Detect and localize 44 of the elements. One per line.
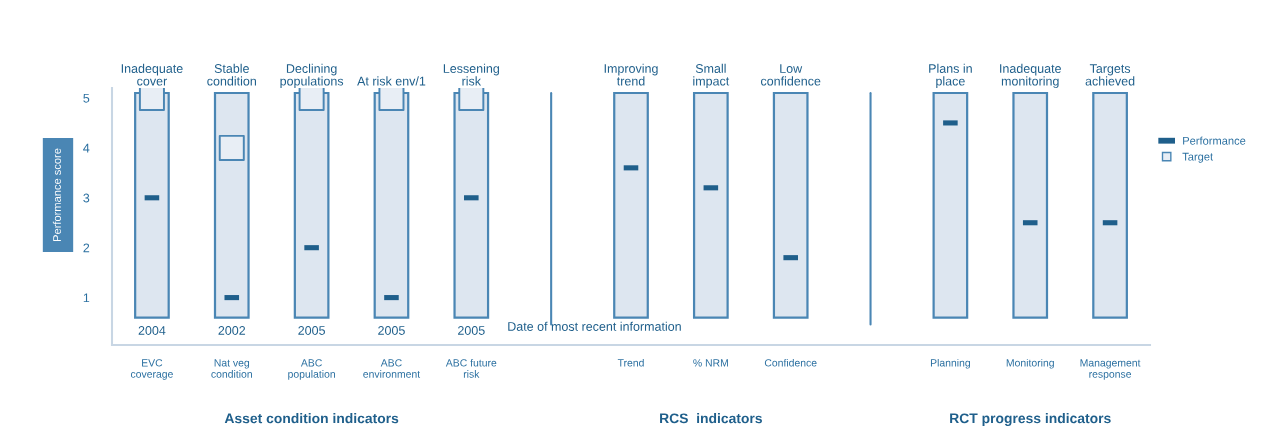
annotation: Inadequate monitoring xyxy=(1000,63,1061,88)
point xyxy=(378,88,405,111)
text: Low confidence xyxy=(761,64,821,86)
text: At risk env/1 xyxy=(357,76,426,86)
legend-label: Performance xyxy=(1183,136,1246,145)
point xyxy=(138,88,165,111)
annotation: Date of most recent information xyxy=(508,321,681,331)
annotation: Declining populations xyxy=(280,63,344,88)
point xyxy=(298,88,325,111)
text: Stable condition xyxy=(207,63,256,86)
y-tick-label: 4 xyxy=(83,143,90,153)
text: Improving trend xyxy=(604,63,658,86)
annotation: 2004 xyxy=(138,326,166,335)
y-tick-label: 3 xyxy=(83,193,90,203)
text: Targets achieved xyxy=(1085,64,1135,86)
text: Lessening risk xyxy=(443,63,499,86)
legend-label: Target xyxy=(1182,152,1214,163)
text: RCS indicators xyxy=(660,413,762,424)
annotation: 2005 xyxy=(378,326,405,335)
text: RCT progress indicators xyxy=(950,413,1111,427)
annotation: 2005 xyxy=(298,326,325,335)
x-tick-label: Trend xyxy=(617,358,644,367)
y-tick-label: 5 xyxy=(83,93,90,103)
x-tick-label: Nat veg condition xyxy=(211,359,252,378)
y-axis-title: Performance score xyxy=(52,148,61,242)
text: Asset condition indicators xyxy=(224,413,399,424)
annotation: Plans in place xyxy=(929,63,972,88)
x-tick-label: Confidence xyxy=(764,358,817,367)
x-tick-label: % NRM xyxy=(693,359,728,367)
annotation: 2005 xyxy=(458,326,485,335)
x-tick-label: EVC coverage xyxy=(130,359,173,380)
y-tick-label: 1 xyxy=(83,293,90,303)
x-tick-label: ABC future risk xyxy=(445,358,497,378)
annotation: Small impact xyxy=(693,63,730,88)
x-tick-label: Management response xyxy=(1080,359,1141,380)
point xyxy=(458,88,485,111)
x-tick-label: Planning xyxy=(930,358,970,369)
annotation: 2002 xyxy=(218,326,246,335)
point xyxy=(218,134,245,161)
y-tick-label: 2 xyxy=(83,243,90,253)
x-tick-label: ABC population xyxy=(288,359,335,380)
text: Inadequate cover xyxy=(121,63,183,86)
x-tick-label: ABC environment xyxy=(363,359,421,378)
x-tick-label: Monitoring xyxy=(1006,358,1054,369)
